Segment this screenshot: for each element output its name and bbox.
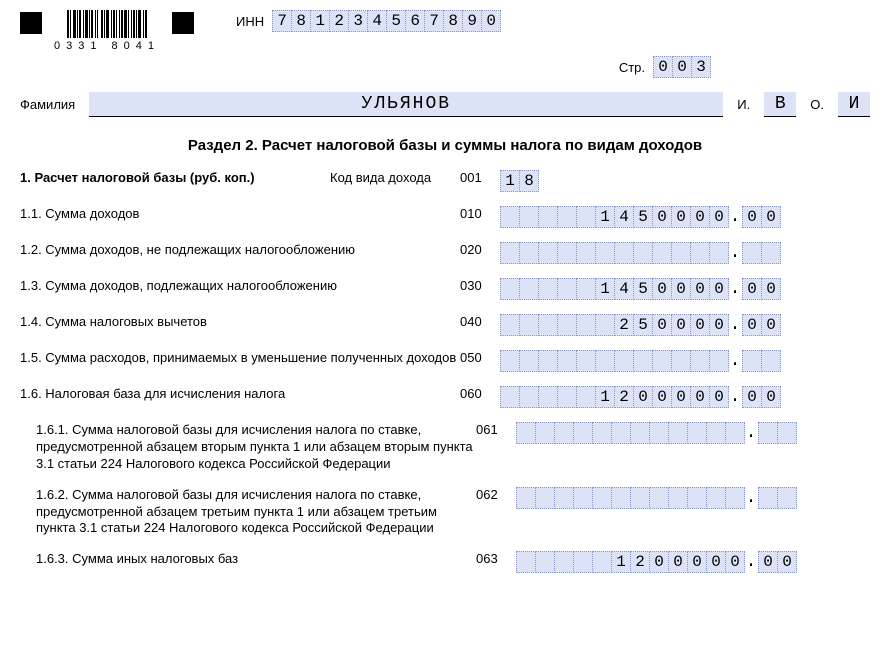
v050-kop[interactable] [742, 350, 780, 372]
label-15: 1.5. Сумма расходов, принимаемых в умень… [20, 350, 460, 367]
dot-icon: . [728, 314, 742, 336]
v061-rub[interactable] [516, 422, 744, 444]
row-001: 1. Расчет налоговой базы (руб. коп.) Код… [20, 170, 870, 192]
dot-icon: . [728, 386, 742, 408]
code-060: 060 [460, 386, 500, 401]
v040-kop[interactable]: 00 [742, 314, 780, 336]
inn-label: ИНН [236, 14, 264, 29]
dot-icon: . [744, 422, 758, 444]
row-062: 1.6.2. Сумма налоговой базы для исчислен… [20, 487, 870, 538]
marker-square-left [20, 12, 42, 34]
label-16: 1.6. Налоговая база для исчисления налог… [20, 386, 460, 403]
v010-kop[interactable]: 00 [742, 206, 780, 228]
dot-icon: . [744, 551, 758, 573]
dot-icon: . [728, 350, 742, 372]
initial-o-field[interactable]: И [838, 92, 870, 117]
v030-kop[interactable]: 00 [742, 278, 780, 300]
surname-field[interactable]: УЛЬЯНОВ [89, 92, 723, 117]
v062-rub[interactable] [516, 487, 744, 509]
income-type-cells[interactable]: 18 [500, 170, 548, 192]
inn-cells: 781234567890 [272, 10, 500, 32]
v060-kop[interactable]: 00 [742, 386, 780, 408]
page-label: Стр. [619, 60, 645, 75]
initial-i-field[interactable]: В [764, 92, 796, 117]
dot-icon: . [728, 206, 742, 228]
v063-rub[interactable]: 1200000 [516, 551, 744, 573]
inn-block: ИНН 781234567890 [236, 10, 500, 32]
label-12: 1.2. Сумма доходов, не подлежащих налого… [20, 242, 460, 259]
income-code-label: Код вида дохода [330, 170, 460, 185]
dot-icon: . [744, 487, 758, 509]
label-162: 1.6.2. Сумма налоговой базы для исчислен… [20, 487, 476, 538]
surname-label: Фамилия [20, 97, 75, 112]
v062-kop[interactable] [758, 487, 796, 509]
page-cells: 003 [653, 56, 710, 78]
row-030: 1.3. Сумма доходов, подлежащих налогообл… [20, 278, 870, 300]
row-061: 1.6.1. Сумма налоговой базы для исчислен… [20, 422, 870, 473]
code-062: 062 [476, 487, 516, 502]
code-040: 040 [460, 314, 500, 329]
code-010: 010 [460, 206, 500, 221]
code-061: 061 [476, 422, 516, 437]
v020-kop[interactable] [742, 242, 780, 264]
row-063: 1.6.3. Сумма иных налоговых баз 063 1200… [20, 551, 870, 573]
marker-square-right [172, 12, 194, 34]
v010-rub[interactable]: 1450000 [500, 206, 728, 228]
fio-row: Фамилия УЛЬЯНОВ И. В О. И [20, 92, 870, 117]
label-13: 1.3. Сумма доходов, подлежащих налогообл… [20, 278, 460, 295]
v061-kop[interactable] [758, 422, 796, 444]
v050-rub[interactable] [500, 350, 728, 372]
label-161: 1.6.1. Сумма налоговой базы для исчислен… [20, 422, 476, 473]
dot-icon: . [728, 242, 742, 264]
header-row: 0331 8041 ИНН 781234567890 [20, 10, 870, 52]
label-14: 1.4. Сумма налоговых вычетов [20, 314, 460, 331]
label-11: 1.1. Сумма доходов [20, 206, 460, 223]
initial-o-label: О. [810, 97, 824, 112]
page-row: Стр. 003 [240, 56, 710, 78]
v060-rub[interactable]: 1200000 [500, 386, 728, 408]
label-163: 1.6.3. Сумма иных налоговых баз [20, 551, 476, 568]
row-020: 1.2. Сумма доходов, не подлежащих налого… [20, 242, 870, 264]
initial-i-label: И. [737, 97, 750, 112]
v030-rub[interactable]: 1450000 [500, 278, 728, 300]
v040-rub[interactable]: 250000 [500, 314, 728, 336]
code-063: 063 [476, 551, 516, 566]
dot-icon: . [728, 278, 742, 300]
code-001: 001 [460, 170, 500, 185]
barcode-block: 0331 8041 [54, 10, 160, 52]
barcode [67, 10, 147, 38]
v063-kop[interactable]: 00 [758, 551, 796, 573]
code-020: 020 [460, 242, 500, 257]
code-050: 050 [460, 350, 500, 365]
label-1: 1. Расчет налоговой базы (руб. коп.) [20, 170, 330, 187]
row-040: 1.4. Сумма налоговых вычетов 040 250000 … [20, 314, 870, 336]
section-title: Раздел 2. Расчет налоговой базы и суммы … [20, 137, 870, 154]
barcode-caption: 0331 8041 [54, 40, 160, 52]
code-030: 030 [460, 278, 500, 293]
row-060: 1.6. Налоговая база для исчисления налог… [20, 386, 870, 408]
row-010: 1.1. Сумма доходов 010 1450000 . 00 [20, 206, 870, 228]
row-050: 1.5. Сумма расходов, принимаемых в умень… [20, 350, 870, 372]
v020-rub[interactable] [500, 242, 728, 264]
